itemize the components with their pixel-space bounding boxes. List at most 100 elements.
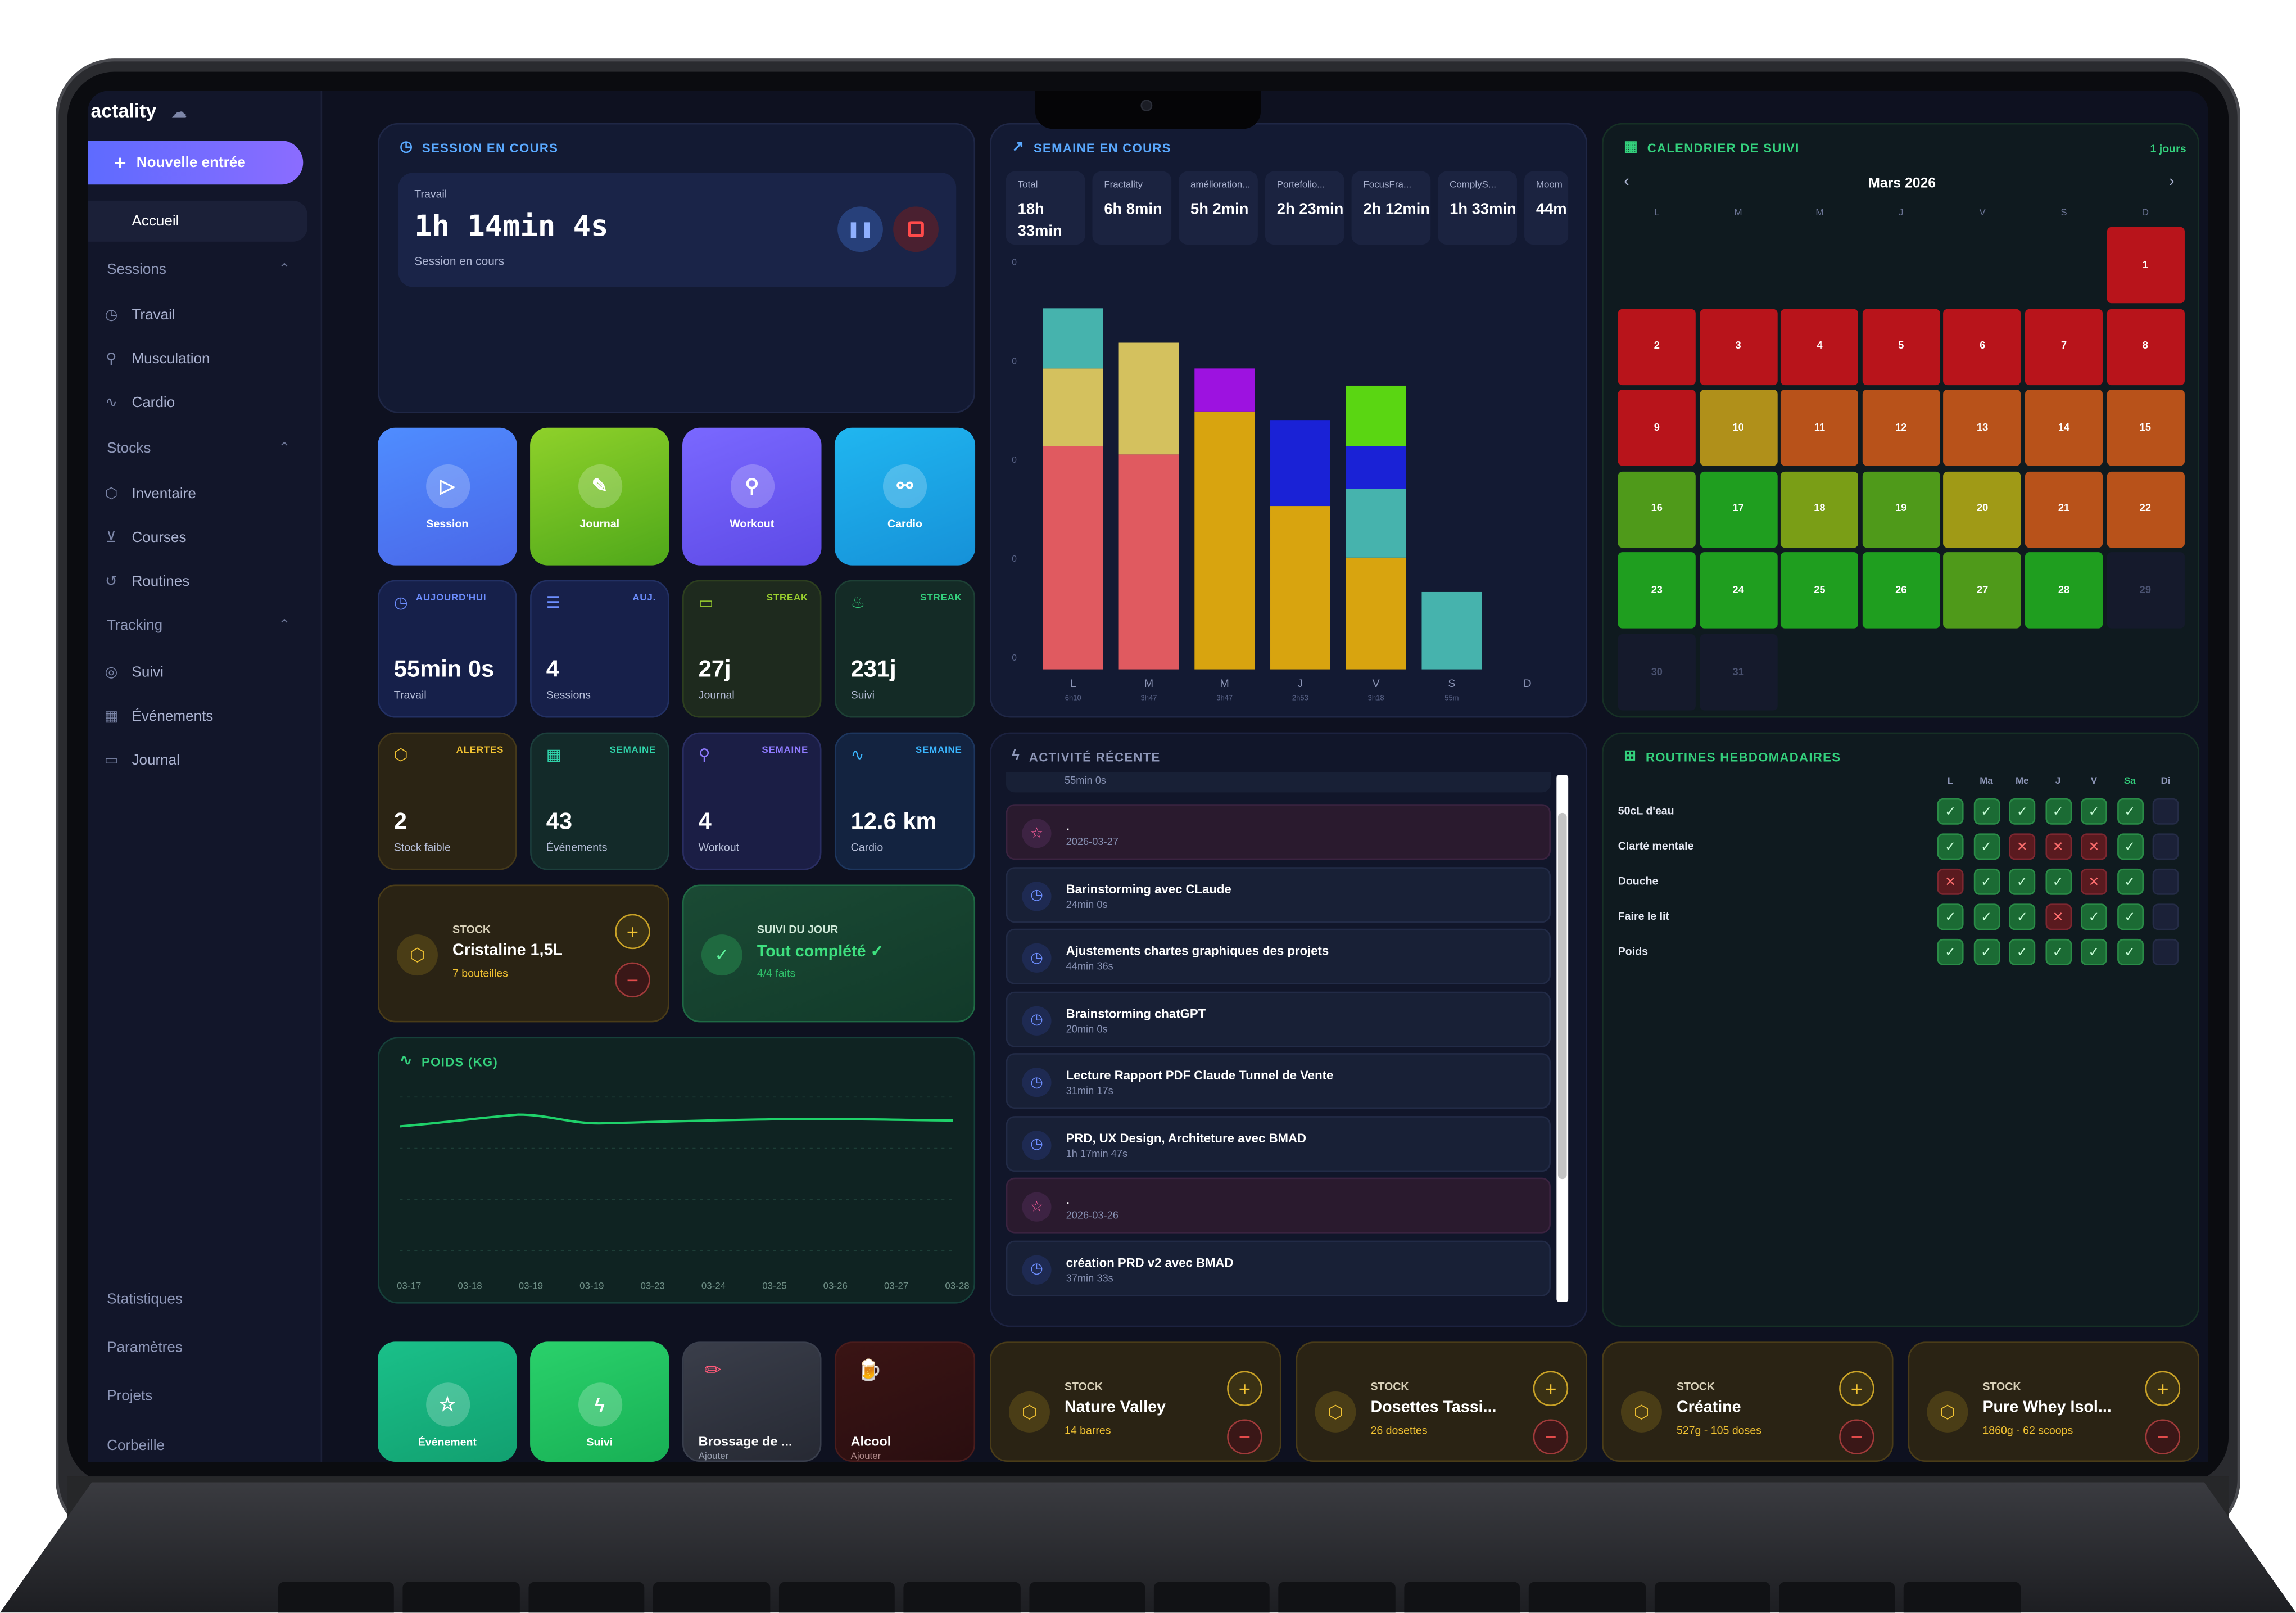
stat-alerts[interactable]: ⬡ ALERTES 2 Stock faible	[378, 732, 517, 870]
calendar-day[interactable]: 16	[1618, 471, 1696, 548]
week-stat[interactable]: amélioration... 5h 2min	[1179, 171, 1258, 245]
bar-segment[interactable]	[1043, 308, 1103, 369]
bar-segment[interactable]	[1194, 411, 1255, 670]
stock-decrement-button[interactable]: −	[615, 962, 650, 998]
check-icon[interactable]: ✓	[2009, 938, 2036, 965]
activity-row[interactable]: ◷ création PRD v2 avec BMAD 37min 33s	[1006, 1240, 1551, 1296]
stock-card[interactable]: ⬡ STOCK Pure Whey Isol... 1860g - 62 scoops…	[1908, 1341, 2200, 1462]
quick-journal-button[interactable]: ✎ Journal	[530, 427, 669, 566]
calendar-day[interactable]: 1	[2106, 227, 2184, 304]
quick-cardio-button[interactable]: ⚯ Cardio	[834, 427, 976, 566]
calendar-day[interactable]: 6	[1944, 308, 2022, 385]
sidebar-item-courses[interactable]: ⊻ Courses	[88, 517, 307, 558]
calendar-day[interactable]: 11	[1781, 390, 1859, 466]
bar-segment[interactable]	[1346, 446, 1406, 489]
empty-check[interactable]	[2152, 833, 2179, 860]
sidebar-item-journal[interactable]: ▭ Journal	[88, 740, 307, 781]
sidebar-item-inventaire[interactable]: ⬡ Inventaire	[88, 473, 307, 514]
sidebar-section-sessions[interactable]: Sessions ⌃	[107, 262, 291, 278]
stat-events-week[interactable]: ▦ SEMAINE 43 Événements	[530, 732, 669, 870]
bar-segment[interactable]	[1270, 420, 1330, 507]
scrollbar-thumb[interactable]	[1557, 812, 1567, 1180]
suivi-today-card[interactable]: ✓ SUIVI DU JOUR Tout complété ✓ 4/4 fait…	[682, 884, 976, 1023]
check-icon[interactable]: ✓	[2045, 868, 2072, 895]
calendar-day[interactable]: 5	[1862, 308, 1940, 385]
check-icon[interactable]: ✓	[2116, 903, 2143, 930]
new-entry-button[interactable]: + Nouvelle entrée	[88, 141, 304, 185]
calendar-day[interactable]: 13	[1944, 390, 2022, 466]
calendar-day[interactable]: 28	[2025, 553, 2103, 629]
check-icon[interactable]: ✓	[1937, 903, 1964, 930]
calendar-day[interactable]: 26	[1862, 553, 1940, 629]
cross-icon[interactable]: ✕	[2080, 833, 2107, 860]
week-stat[interactable]: ComplyS... 1h 33min	[1438, 171, 1517, 245]
calendar-day[interactable]: 8	[2106, 308, 2184, 385]
stock-card[interactable]: ⬡ STOCK Nature Valley 14 barres + −	[990, 1341, 1281, 1462]
calendar-day[interactable]: 25	[1781, 553, 1859, 629]
stat-today-work[interactable]: ◷ AUJOURD'HUI 55min 0s Travail	[378, 580, 517, 718]
stat-workout-week[interactable]: ⚲ SEMAINE 4 Workout	[682, 732, 822, 870]
calendar-day[interactable]: 12	[1862, 390, 1940, 466]
sidebar-item-musculation[interactable]: ⚲ Musculation	[88, 338, 307, 379]
calendar-day[interactable]: 20	[1944, 471, 2022, 548]
calendar-day[interactable]: 7	[2025, 308, 2103, 385]
calendar-day[interactable]: 22	[2106, 471, 2184, 548]
cloud-icon[interactable]: ☁	[171, 103, 187, 122]
check-icon[interactable]: ✓	[2116, 868, 2143, 895]
stock-increment-button[interactable]: +	[1227, 1371, 1262, 1406]
cross-icon[interactable]: ✕	[2045, 833, 2072, 860]
week-stat[interactable]: Moom 44m	[1524, 171, 1569, 245]
bar-segment[interactable]	[1194, 368, 1255, 412]
check-icon[interactable]: ✓	[1973, 868, 2000, 895]
empty-check[interactable]	[2152, 868, 2179, 895]
activity-row[interactable]: ☆. 2026-03-26	[1006, 1177, 1551, 1234]
stock-decrement-button[interactable]: −	[1227, 1419, 1262, 1454]
bar-segment[interactable]	[1346, 557, 1406, 670]
bar-segment[interactable]	[1118, 454, 1179, 670]
calendar-day[interactable]: 31	[1699, 634, 1777, 711]
bar-segment[interactable]	[1421, 591, 1482, 670]
calendar-day[interactable]: 9	[1618, 390, 1696, 466]
sidebar-item-statistiques[interactable]: Statistiques	[107, 1292, 183, 1308]
sidebar-item-routines[interactable]: ↺ Routines	[88, 561, 307, 602]
brand[interactable]: actality ☁	[91, 100, 187, 121]
week-stat[interactable]: Fractality 6h 8min	[1092, 171, 1172, 245]
sidebar-item-parametres[interactable]: Paramètres	[107, 1340, 183, 1357]
check-icon[interactable]: ✓	[1973, 938, 2000, 965]
check-icon[interactable]: ✓	[2045, 938, 2072, 965]
calendar-day[interactable]: 30	[1618, 634, 1696, 711]
calendar-day[interactable]: 18	[1781, 471, 1859, 548]
check-icon[interactable]: ✓	[1973, 833, 2000, 860]
bar-segment[interactable]	[1043, 368, 1103, 446]
check-icon[interactable]: ✓	[2080, 903, 2107, 930]
check-icon[interactable]: ✓	[1937, 833, 1964, 860]
sidebar-item-accueil[interactable]: Accueil	[88, 200, 308, 242]
calendar-day[interactable]: 29	[2106, 553, 2184, 629]
activity-row-partial[interactable]: 55min 0s	[1006, 771, 1551, 793]
alcool-tile[interactable]: 🍺 Alcool Ajouter	[834, 1341, 976, 1462]
bar-segment[interactable]	[1346, 385, 1406, 446]
quick-workout-button[interactable]: ⚲ Workout	[682, 427, 822, 566]
stock-card[interactable]: ⬡ STOCK Dosettes Tassi... 26 dosettes + −	[1296, 1341, 1588, 1462]
calendar-day[interactable]: 19	[1862, 471, 1940, 548]
check-icon[interactable]: ✓	[2116, 938, 2143, 965]
check-icon[interactable]: ✓	[1973, 903, 2000, 930]
sidebar-item-projets[interactable]: Projets	[107, 1389, 152, 1405]
calendar-day[interactable]: 21	[2025, 471, 2103, 548]
activity-row[interactable]: ◷ Barinstorming avec CLaude 24min 0s	[1006, 866, 1551, 922]
check-icon[interactable]: ✓	[2009, 798, 2036, 825]
week-stat[interactable]: Portefolio... 2h 23min	[1265, 171, 1344, 245]
check-icon[interactable]: ✓	[1937, 798, 1964, 825]
calendar-day[interactable]: 4	[1781, 308, 1859, 385]
add-event-button[interactable]: ☆ Événement	[378, 1341, 517, 1462]
sidebar-section-tracking[interactable]: Tracking ⌃	[107, 618, 291, 634]
stock-card[interactable]: ⬡ STOCK Créatine 527g - 105 doses + −	[1602, 1341, 1894, 1462]
activity-row[interactable]: ◷ PRD, UX Design, Architeture avec BMAD 1h…	[1006, 1115, 1551, 1171]
stock-increment-button[interactable]: +	[1839, 1371, 1874, 1406]
bar-segment[interactable]	[1346, 489, 1406, 558]
week-stat[interactable]: FocusFra... 2h 12min	[1351, 171, 1431, 245]
calendar-day[interactable]: 3	[1699, 308, 1777, 385]
stock-increment-button[interactable]: +	[615, 914, 650, 950]
check-icon[interactable]: ✓	[2045, 798, 2072, 825]
calendar-day[interactable]: 24	[1699, 553, 1777, 629]
